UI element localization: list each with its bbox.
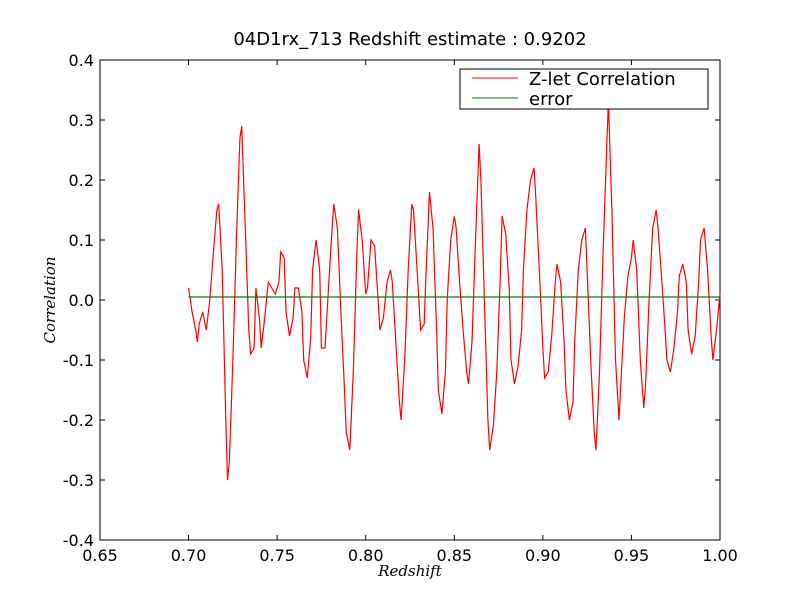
x-axis-ticks: 0.65 0.70 0.75 0.80 0.85 0.90 0.95 1.00 — [82, 60, 738, 565]
y-tick-label: -0.2 — [63, 411, 94, 430]
y-tick-label: 0.4 — [69, 51, 94, 70]
x-axis-label: Redshift — [377, 562, 442, 580]
legend: Z-let Correlation error — [459, 68, 709, 110]
y-tick-label: 0.1 — [69, 231, 94, 250]
y-tick-label: -0.4 — [63, 531, 94, 550]
x-tick-label: 0.65 — [82, 546, 118, 565]
y-tick-label: -0.3 — [63, 471, 94, 490]
x-tick-label: 1.00 — [702, 546, 738, 565]
x-tick-label: 0.90 — [525, 546, 561, 565]
legend-label-z-let-correlation: Z-let Correlation — [529, 69, 676, 90]
series-line-z-let-correlation — [188, 101, 721, 481]
y-tick-label: -0.1 — [63, 351, 94, 370]
legend-label-error: error — [529, 89, 573, 110]
chart-title: 04D1rx_713 Redshift estimate : 0.9202 — [233, 29, 586, 50]
legend-box — [459, 68, 709, 110]
x-tick-label: 0.80 — [348, 546, 384, 565]
plot-area — [99, 59, 721, 541]
series-lines — [188, 101, 721, 481]
x-tick-label: 0.85 — [436, 546, 472, 565]
y-axis-label: Correlation — [41, 257, 59, 344]
y-tick-label: 0.0 — [69, 291, 94, 310]
x-tick-label: 0.95 — [614, 546, 650, 565]
y-tick-label: 0.2 — [69, 171, 94, 190]
x-tick-label: 0.70 — [171, 546, 207, 565]
x-tick-label: 0.75 — [259, 546, 295, 565]
y-tick-label: 0.3 — [69, 111, 94, 130]
y-axis-ticks: -0.4 -0.3 -0.2 -0.1 0.0 0.1 0.2 0.3 0.4 — [63, 51, 720, 550]
